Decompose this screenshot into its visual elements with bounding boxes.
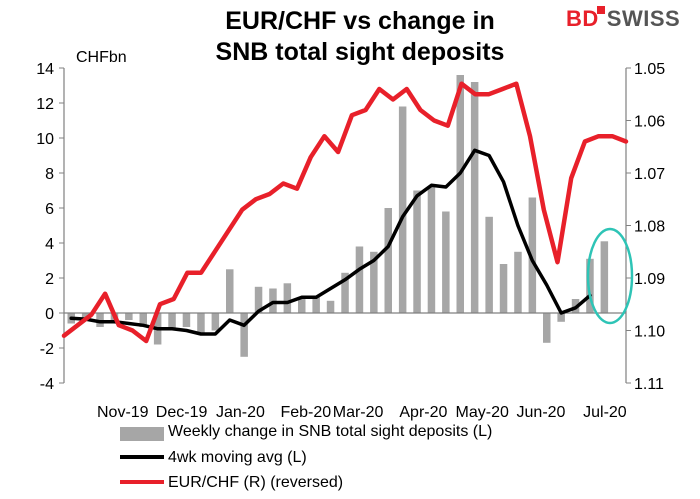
x-axis-tick-label: Mar-20 <box>333 404 384 421</box>
bar <box>240 313 248 357</box>
left-axis-tick-label: 14 <box>36 61 54 78</box>
bar <box>355 246 364 313</box>
left-axis-tick-label: 6 <box>45 201 54 218</box>
bar <box>326 300 335 314</box>
highlight-layer <box>586 227 634 325</box>
left-axis-tick-label: 2 <box>45 271 54 288</box>
right-axis-tick-label: 1.10 <box>634 324 665 341</box>
x-axis-tick-label: Jun-20 <box>517 404 566 421</box>
bar <box>81 313 90 319</box>
right-axis-tick-label: 1.06 <box>634 114 665 131</box>
x-axis-tick-label: Jan-20 <box>216 404 265 421</box>
bar <box>312 295 320 313</box>
right-axis-tick-label: 1.08 <box>634 219 665 236</box>
left-axis-tick-label: -2 <box>40 341 54 358</box>
bar <box>182 313 191 327</box>
x-axis-tick-label: Feb-20 <box>280 404 331 421</box>
bar <box>168 313 176 331</box>
left-axis-unit-label: CHFbn <box>76 49 127 66</box>
bar <box>254 286 263 314</box>
bar <box>96 313 104 327</box>
right-axis-tick-label: 1.09 <box>634 271 665 288</box>
bar <box>370 251 378 314</box>
highlight-ellipse <box>586 227 634 325</box>
left-axis-tick-label: 4 <box>45 236 54 253</box>
bar <box>197 313 205 334</box>
x-axis-tick-label: Nov-19 <box>97 404 149 421</box>
bar <box>456 75 464 313</box>
legend-swatch-bars <box>120 427 164 441</box>
bar <box>226 269 234 314</box>
left-axis-tick-label: 12 <box>36 96 54 113</box>
bar <box>341 272 349 314</box>
brand-part-2: SWISS <box>606 6 681 31</box>
right-axis-tick-label: 1.11 <box>634 376 664 393</box>
eurchf-line <box>61 81 629 344</box>
bar <box>283 283 292 314</box>
bar <box>384 208 392 313</box>
left-axis-tick-label: 10 <box>36 131 54 148</box>
right-axis-tick-label: 1.05 <box>634 61 665 78</box>
legend-entry: EUR/CHF (R) (reversed) <box>168 474 343 491</box>
bar <box>398 106 407 313</box>
axes-layer: -4 -2 0 2 4 6 8 10 12 14 1.05 1.06 1.07 1.08 1.09 1.10 1… <box>36 61 665 421</box>
chart-title: EUR/CHF vs change in SNB total sight dep… <box>150 6 570 68</box>
bar <box>600 241 609 314</box>
right-axis-tick-label: 1.07 <box>634 166 665 183</box>
bar <box>557 313 565 322</box>
bar <box>470 82 479 313</box>
left-axis-tick-label: -4 <box>40 376 54 393</box>
line-series-layer <box>61 81 629 344</box>
brand-logo: BD SWISS <box>566 6 680 32</box>
legend-entry: 4wk moving avg (L) <box>168 449 307 466</box>
bar <box>125 313 133 320</box>
x-axis-tick-label: Jul-20 <box>583 404 627 421</box>
left-axis-tick-label: 0 <box>45 306 54 323</box>
bar <box>514 251 522 314</box>
title-line-2: SNB total sight deposits <box>215 38 505 66</box>
brand-cross-icon <box>596 6 605 14</box>
brand-part-1: BD <box>566 6 599 31</box>
bar <box>298 299 306 313</box>
title-line-1: EUR/CHF vs change in <box>225 7 495 35</box>
bar <box>427 187 436 313</box>
left-axis-tick-label: 8 <box>45 166 54 183</box>
x-axis-tick-label: Dec-19 <box>156 404 208 421</box>
bar <box>528 197 537 313</box>
bar <box>499 264 508 313</box>
bar <box>485 216 493 314</box>
bar <box>139 313 147 327</box>
bar <box>211 313 220 331</box>
moving-average-line <box>69 148 592 336</box>
bar <box>586 258 594 314</box>
bar <box>413 190 421 313</box>
bar <box>442 211 450 313</box>
legend: Weekly change in SNB total sight deposit… <box>120 423 492 491</box>
bar <box>543 313 551 343</box>
x-axis-tick-label: Apr-20 <box>399 404 447 421</box>
legend-entry: Weekly change in SNB total sight deposit… <box>168 423 492 440</box>
x-axis-tick-label: May-20 <box>456 404 509 421</box>
